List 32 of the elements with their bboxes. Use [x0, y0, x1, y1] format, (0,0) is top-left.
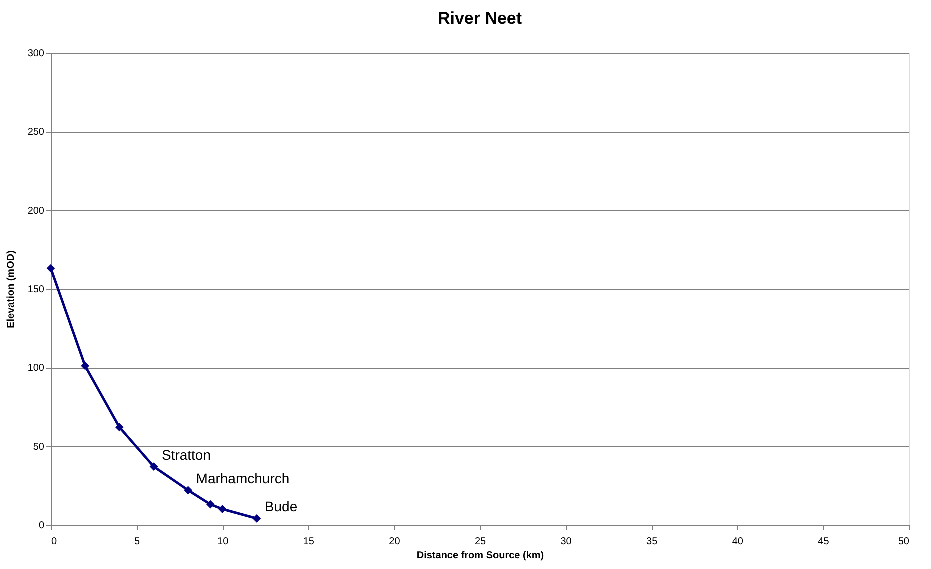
x-tick-label: 25	[474, 536, 486, 548]
x-tick-label: 0	[52, 536, 58, 548]
y-tick-label: 100	[28, 363, 45, 374]
x-tick-label: 30	[560, 536, 572, 548]
y-tick-label: 50	[33, 442, 45, 453]
x-tick-label: 20	[389, 536, 401, 548]
x-tick-label: 10	[218, 536, 230, 548]
annotation: Bude	[264, 498, 298, 515]
point	[115, 423, 124, 432]
point	[46, 264, 56, 273]
point	[252, 514, 262, 523]
x-tick-label: 35	[646, 536, 658, 548]
x-axis-title: Distance from Source (km)	[416, 550, 544, 562]
y-tick-label: 200	[28, 206, 45, 217]
y-tick-label: 150	[28, 284, 45, 296]
point	[184, 486, 192, 495]
point	[81, 362, 90, 370]
x-tick-label: 5	[134, 536, 141, 548]
annotation: Stratton	[162, 446, 211, 463]
y-tick-label: 300	[28, 48, 45, 60]
y-tick-label: 250	[28, 127, 45, 138]
point	[218, 505, 227, 514]
x-tick-label: 40	[732, 536, 744, 548]
x-tick-label: 15	[303, 536, 315, 548]
x-tick-label: 45	[818, 536, 830, 548]
x-tick-label: 50	[898, 536, 910, 548]
y-axis-title: Elevation (mOD)	[6, 250, 17, 328]
annotation: Marhamchurch	[196, 470, 290, 486]
chart-title: River Neet	[438, 9, 522, 28]
y-tick-label: 0	[38, 520, 45, 532]
point	[150, 462, 158, 471]
point	[206, 500, 215, 509]
